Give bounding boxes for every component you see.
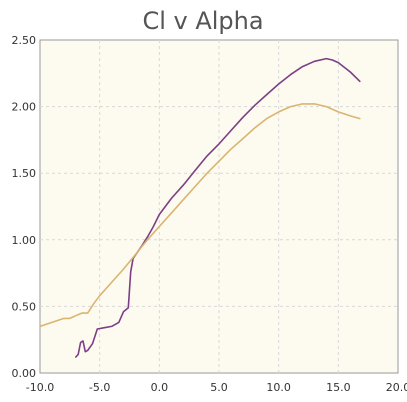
chart-title: Cl v Alpha bbox=[142, 7, 263, 35]
y-axis-ticks: 0.00 0.50 1.00 1.50 2.00 2.50 bbox=[12, 34, 37, 380]
y-tick-label: 1.00 bbox=[12, 234, 37, 247]
series-layer bbox=[39, 57, 361, 358]
y-tick-label: 0.50 bbox=[12, 300, 37, 313]
x-tick-label: 15.0 bbox=[326, 381, 351, 394]
x-tick-label: 20.0 bbox=[386, 381, 407, 394]
y-tick-label: 2.50 bbox=[12, 34, 37, 47]
x-tick-label: 10.0 bbox=[266, 381, 291, 394]
x-tick-label: -5.0 bbox=[89, 381, 110, 394]
x-axis-ticks: -10.0 -5.0 0.0 5.0 10.0 15.0 20.0 bbox=[26, 381, 407, 394]
series-line-2 bbox=[39, 103, 361, 328]
y-tick-label: 0.00 bbox=[12, 367, 37, 380]
y-tick-label: 1.50 bbox=[12, 167, 37, 180]
x-tick-label: 0.0 bbox=[151, 381, 169, 394]
series-line-1 bbox=[75, 57, 361, 358]
y-tick-label: 2.00 bbox=[12, 101, 37, 114]
x-tick-label: 5.0 bbox=[210, 381, 228, 394]
grid-lines bbox=[40, 40, 398, 373]
x-tick-label: -10.0 bbox=[26, 381, 54, 394]
